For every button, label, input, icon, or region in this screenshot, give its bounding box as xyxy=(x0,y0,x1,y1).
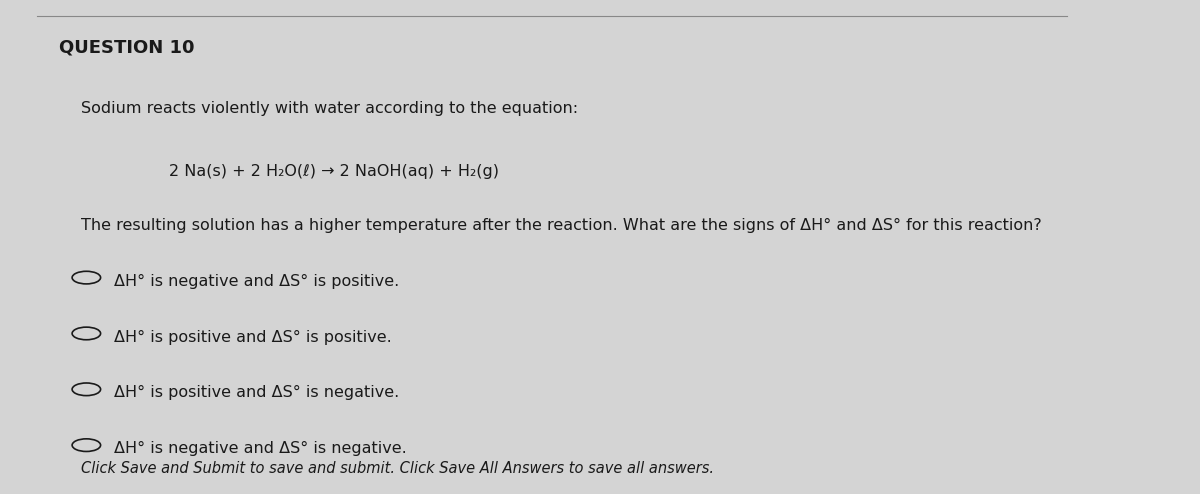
Text: 2 Na(s) + 2 H₂O(ℓ) → 2 NaOH(aq) + H₂(g): 2 Na(s) + 2 H₂O(ℓ) → 2 NaOH(aq) + H₂(g) xyxy=(168,165,498,179)
Text: Sodium reacts violently with water according to the equation:: Sodium reacts violently with water accor… xyxy=(80,101,578,116)
Text: ΔH° is negative and ΔS° is positive.: ΔH° is negative and ΔS° is positive. xyxy=(114,274,398,288)
Text: QUESTION 10: QUESTION 10 xyxy=(59,38,194,56)
Text: ΔH° is positive and ΔS° is negative.: ΔH° is positive and ΔS° is negative. xyxy=(114,385,398,401)
Text: Click Save and Submit to save and submit. Click Save All Answers to save all ans: Click Save and Submit to save and submit… xyxy=(80,461,714,476)
Text: ΔH° is negative and ΔS° is negative.: ΔH° is negative and ΔS° is negative. xyxy=(114,441,407,456)
Text: The resulting solution has a higher temperature after the reaction. What are the: The resulting solution has a higher temp… xyxy=(80,218,1042,233)
Text: ΔH° is positive and ΔS° is positive.: ΔH° is positive and ΔS° is positive. xyxy=(114,329,391,345)
